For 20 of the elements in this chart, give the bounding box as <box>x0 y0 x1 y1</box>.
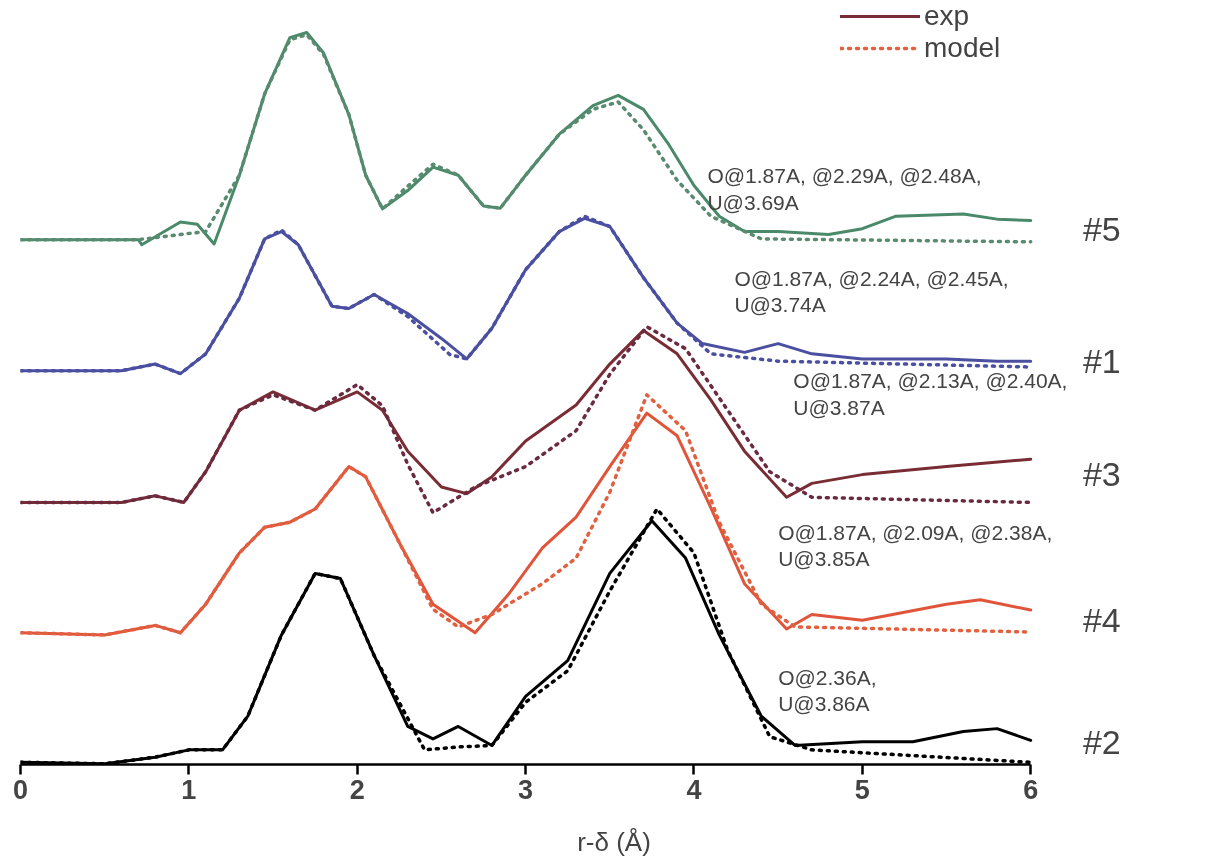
text: #3 <box>1082 454 1121 493</box>
annotation: O@1.87A, @2.24A, @2.45A, U@3.74A <box>734 266 1009 317</box>
annotation: O@1.87A, @2.13A, @2.40A, U@3.87A <box>793 369 1068 419</box>
text: #2 <box>1082 722 1121 761</box>
annotation: O@2.36A, U@3.86A <box>778 665 877 716</box>
x-tick-label: 1 <box>181 774 197 805</box>
x-axis-title: r-δ (Å) <box>577 826 651 857</box>
x-tick-label: 4 <box>686 774 702 805</box>
text: #4 <box>1082 600 1121 639</box>
x-tick-label: 0 <box>12 774 29 805</box>
annotation: O@1.87A, @2.29A, @2.48A, U@3.69A <box>707 164 982 214</box>
x-tick-label: 3 <box>518 774 534 805</box>
text: #5 <box>1082 209 1121 248</box>
legend-label: model <box>924 32 1001 64</box>
legend-label: exp <box>924 9 970 32</box>
text: #1 <box>1082 342 1121 381</box>
x-tick-label: 5 <box>854 774 870 805</box>
annotation: O@1.87A, @2.09A, @2.38A, U@3.85A <box>778 520 1053 571</box>
x-tick-label: 2 <box>349 774 365 805</box>
x-tick-label: 6 <box>1023 774 1039 805</box>
